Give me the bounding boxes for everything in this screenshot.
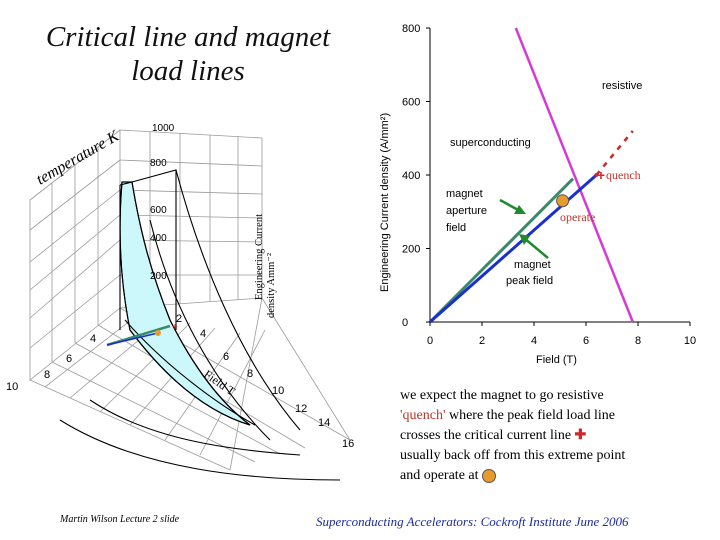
field-tick: 16 <box>342 438 354 450</box>
x-tick-label: 6 <box>583 335 589 347</box>
quench-word: 'quench' <box>400 408 446 423</box>
y-tick-label: 400 <box>402 170 420 182</box>
chart-axes <box>429 28 690 323</box>
operate-point <box>556 194 570 208</box>
note-line-4: usually back off from this extreme point <box>400 448 626 463</box>
note-line-3: crosses the critical current line ✚ <box>400 426 700 446</box>
temperature-tick: 6 <box>66 353 72 365</box>
peak-arrowhead <box>519 234 530 245</box>
temperature-tick: 4 <box>90 333 96 345</box>
label-peak-2: peak field <box>506 275 553 287</box>
field-tick: 6 <box>223 351 229 363</box>
surface-curves <box>59 169 341 481</box>
chart-y-axis-label: Engineering Current density (A/mm²) <box>379 113 391 292</box>
surface-peak-line <box>106 332 159 346</box>
current-axis-label-1: Engineering Current <box>254 214 265 300</box>
y-tick-label: 800 <box>402 23 420 35</box>
current-tick-labels: 1000 800 600 400 200 <box>150 123 175 282</box>
label-peak-1: magnet <box>514 259 551 271</box>
footer-right: Superconducting Accelerators: Cockroft I… <box>316 514 629 529</box>
y-tick-label: 600 <box>402 97 420 109</box>
peak-arrow <box>523 237 549 259</box>
note-line-1: we expect the magnet to go resistive <box>400 388 604 403</box>
label-aperture-3: field <box>446 222 466 234</box>
quench-marker-icon: ✚ <box>574 428 587 443</box>
x-tick-label: 2 <box>479 335 485 347</box>
series-line-1 <box>428 177 575 324</box>
chart-series <box>428 27 634 324</box>
x-tick-label: 10 <box>684 335 696 347</box>
note-line-5-text: and operate at <box>400 468 479 483</box>
operate-dot-icon <box>482 468 497 483</box>
note-line-5: and operate at <box>400 466 700 486</box>
temperature-tick-labels: 2 4 6 8 10 <box>6 313 182 393</box>
series-line-0 <box>514 27 634 323</box>
field-tick: 4 <box>200 328 206 340</box>
temperature-tick: 10 <box>6 381 18 393</box>
temperature-tick: 2 <box>176 313 182 325</box>
field-tick: 14 <box>318 417 330 429</box>
surface-grid <box>29 129 351 471</box>
current-tick: 800 <box>150 158 167 169</box>
quench-point <box>594 173 599 177</box>
x-tick-label: 8 <box>635 335 641 347</box>
title-line-2: load lines <box>131 55 245 87</box>
surface-operate-point <box>155 330 161 336</box>
title-line-1: Critical line and magnet <box>45 21 331 53</box>
label-operate: operate <box>560 210 595 224</box>
note-line-2-rest: where the peak field load line <box>445 408 615 423</box>
current-axis-label-2: density Amm⁻² <box>266 253 277 318</box>
chart-x-axis-label: Field (T) <box>536 354 577 366</box>
current-tick: 600 <box>150 205 167 216</box>
surface-quench-marker: + <box>172 322 178 333</box>
quench-marker-icon: + <box>597 167 605 183</box>
series-line-3 <box>595 130 634 176</box>
x-tick-label: 4 <box>531 335 537 347</box>
current-tick: 1000 <box>152 123 175 134</box>
field-tick: 10 <box>272 385 284 397</box>
chart-ticks: 0 200 400 600 800 0 2 4 6 8 10 <box>402 23 696 347</box>
field-tick: 8 <box>247 368 253 380</box>
explanation-text: we expect the magnet to go resistive 'qu… <box>400 386 700 486</box>
aperture-arrow <box>499 198 521 213</box>
x-tick-label: 0 <box>427 335 433 347</box>
y-tick-label: 200 <box>402 244 420 256</box>
label-resistive: resistive <box>602 80 642 92</box>
current-tick: 200 <box>150 271 167 282</box>
note-line-2: 'quench' where the peak field load line <box>400 406 700 426</box>
label-aperture-2: aperture <box>446 205 487 217</box>
aperture-arrowhead <box>514 205 526 214</box>
footer-left: Martin Wilson Lecture 2 slide <box>60 514 180 525</box>
field-tick-labels: 2 4 6 8 10 12 14 16 <box>200 328 354 450</box>
note-line-3-text: crosses the critical current line <box>400 428 572 443</box>
label-quench: quench <box>606 168 641 182</box>
label-superconducting: superconducting <box>450 137 531 149</box>
current-tick: 400 <box>150 233 167 244</box>
label-aperture-1: magnet <box>446 188 483 200</box>
slide-title: Critical line and magnet load lines <box>28 20 348 88</box>
field-tick: 12 <box>295 403 307 415</box>
temperature-tick: 8 <box>44 369 50 381</box>
y-tick-label: 0 <box>402 317 408 329</box>
